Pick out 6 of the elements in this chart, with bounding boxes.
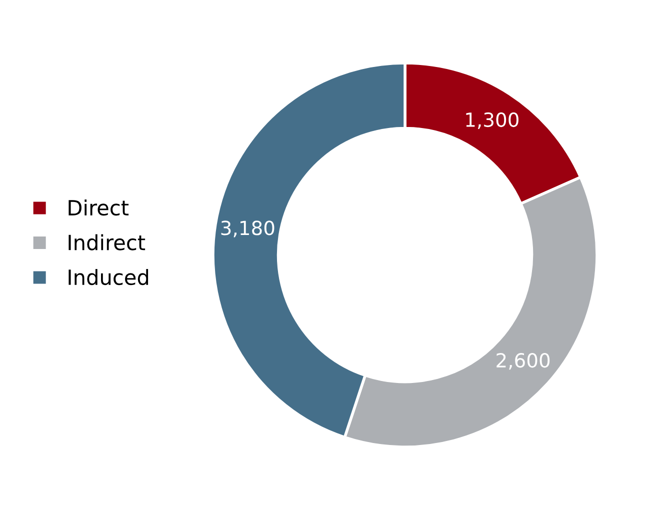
data-label: 3,180	[221, 220, 274, 238]
data-label: 1,300	[466, 112, 518, 130]
legend-label: Direct	[68, 199, 129, 216]
legend-label: Induced	[68, 268, 148, 286]
legend-label: Indirect	[68, 234, 146, 250]
data-label: 2,600	[496, 352, 550, 370]
